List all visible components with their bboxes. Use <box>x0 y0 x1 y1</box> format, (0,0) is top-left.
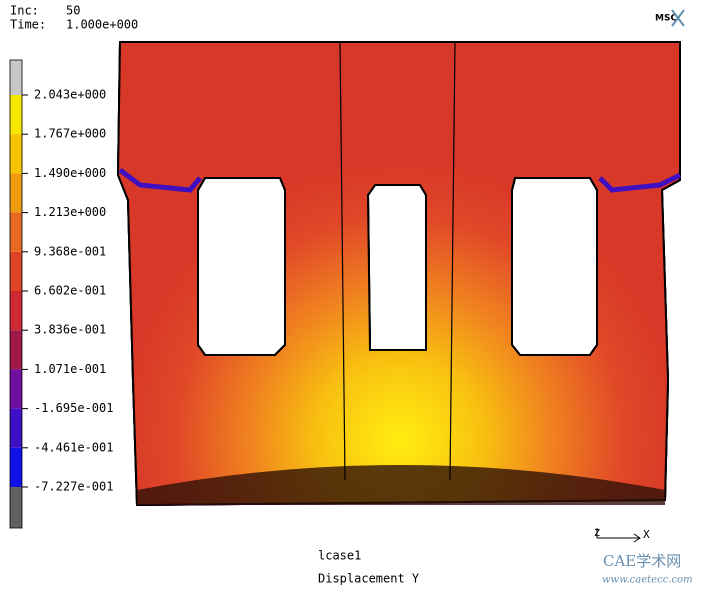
inc-value: 50 <box>66 4 80 18</box>
legend-swatch <box>10 369 22 409</box>
legend-swatch <box>10 95 22 135</box>
triad-x: X <box>643 528 650 541</box>
legend-swatch <box>10 251 22 291</box>
time-value: 1.000e+000 <box>66 18 138 32</box>
time-label: Time: <box>10 18 46 32</box>
legend-swatch <box>10 173 22 213</box>
result-name: Displacement Y <box>318 572 420 586</box>
legend-swatch <box>10 60 22 95</box>
triad-z: Z <box>594 528 600 539</box>
logo: MSC <box>655 14 677 24</box>
legend-swatch <box>10 134 22 174</box>
legend-label: -7.227e-001 <box>34 480 113 494</box>
legend-label: 6.602e-001 <box>34 284 106 298</box>
model <box>116 41 682 507</box>
legend-swatch <box>10 447 22 487</box>
legend-swatch <box>10 330 22 370</box>
axis-triad: Z X <box>594 528 650 543</box>
legend-label: 3.836e-001 <box>34 323 106 337</box>
legend-label: 1.213e+000 <box>34 205 106 219</box>
legend-label: -1.695e-001 <box>34 401 113 415</box>
inc-label: Inc: <box>10 4 39 18</box>
legend-label: 1.767e+000 <box>34 127 106 141</box>
legend-swatch <box>10 291 22 331</box>
load-case: lcase1 <box>318 549 361 563</box>
legend-frame <box>9 59 23 529</box>
watermark-url: www.caetecc.com <box>602 575 693 586</box>
legend-label: 1.490e+000 <box>34 166 106 180</box>
logo-mark <box>671 9 685 27</box>
legend-label: 1.071e-001 <box>34 362 106 376</box>
legend-swatch <box>10 212 22 252</box>
legend-bar <box>9 59 23 529</box>
legend-swatch <box>10 408 22 448</box>
legend-swatch <box>10 487 22 528</box>
watermark-title: CAE学术网 <box>603 552 681 570</box>
legend-label: -4.461e-001 <box>34 440 113 454</box>
legend-label: 2.043e+000 <box>34 88 106 102</box>
legend-label: 9.368e-001 <box>34 244 106 258</box>
